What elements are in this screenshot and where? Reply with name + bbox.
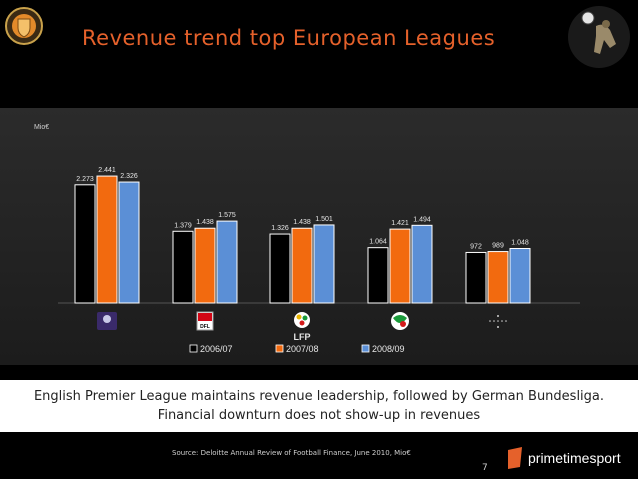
data-label-2006/07-4: 972 [470, 243, 482, 250]
bar-2007/08-3 [389, 228, 411, 304]
league-logo-bundesliga-text: DFL [200, 324, 210, 330]
league-logo-serie-a-red-icon [400, 321, 406, 327]
league-logo-ligue1-dot-icon [501, 320, 503, 322]
bar-2007/08-1 [194, 227, 216, 304]
data-label-2006/07-0: 2.273 [76, 176, 94, 183]
league-logo-ligue1-dot-icon [497, 320, 499, 322]
football-player-image-icon [568, 6, 630, 68]
legend-label-2006/07: 2006/07 [200, 344, 233, 354]
chart-panel: Mio€ 2.273 1.379 1.326 1.064 972 2.441 1.438 1.4… [0, 108, 638, 365]
data-label-2006/07-2: 1.326 [271, 225, 289, 232]
league-logo-ligue1-dot-icon [505, 320, 507, 322]
data-label-2007/08-2: 1.438 [293, 219, 311, 226]
data-label-2008/09-2: 1.501 [315, 216, 333, 223]
bar-2008/09-1 [216, 220, 238, 304]
data-label-2008/09-4: 1.048 [511, 240, 529, 247]
data-label-2008/09-3: 1.494 [413, 216, 431, 223]
bar-2007/08-2 [291, 227, 313, 304]
slide-header: Revenue trend top European Leagues [0, 0, 638, 108]
bar-2007/08-4 [487, 251, 509, 304]
brand-name: primetimesport [528, 450, 621, 466]
league-logo-serie-a-green-icon [393, 315, 407, 323]
data-label-2008/09-0: 2.326 [120, 173, 138, 180]
data-label-2007/08-3: 1.421 [391, 220, 409, 227]
data-label-2006/07-1: 1.379 [174, 222, 192, 229]
league-logo-bundesliga-red-icon [198, 313, 212, 321]
slide-title: Revenue trend top European Leagues [82, 26, 496, 50]
league-logo-lfp-yellow-icon [296, 314, 302, 320]
league-logo-lfp-green-icon [302, 315, 308, 321]
bar-2006/07-2 [269, 233, 291, 304]
legend-swatch-2008/09 [361, 344, 370, 353]
caption-box: English Premier League maintains revenue… [0, 380, 638, 432]
caption-line-2: Financial downturn does not show-up in r… [157, 408, 481, 423]
league-logo-lfp-ball-icon [294, 312, 310, 328]
league-logo-ligue1-dot-icon [489, 320, 491, 322]
bar-2008/09-3 [411, 224, 433, 304]
bar-2006/07-0 [74, 184, 96, 304]
legend-swatch-2007/08 [275, 344, 284, 353]
club-shield-logo-icon [5, 7, 43, 45]
y-axis-label: Mio€ [34, 124, 49, 131]
league-logo-lfp-text: LFP [294, 332, 311, 342]
legend-label-2008/09: 2008/09 [372, 344, 405, 354]
revenue-bar-chart: Mio€ 2.273 1.379 1.326 1.064 972 2.441 1.438 1.4… [34, 124, 580, 354]
data-label-2007/08-4: 989 [492, 243, 504, 250]
legend-label-2007/08: 2007/08 [286, 344, 319, 354]
page-number: 7 [482, 463, 488, 473]
source-note: Source: Deloitte Annual Review of Footba… [172, 449, 411, 457]
data-label-2007/08-0: 2.441 [98, 167, 116, 174]
bar-2006/07-1 [172, 230, 194, 304]
data-label-2006/07-3: 1.064 [369, 239, 387, 246]
legend-swatch-2006/07 [189, 344, 198, 353]
league-logo-ligue1-top-icon [497, 315, 499, 317]
data-label-2007/08-1: 1.438 [196, 219, 214, 226]
league-logo-ligue1-bottom-icon [497, 326, 499, 328]
league-logo-ligue1-dot-icon [493, 320, 495, 322]
bar-2007/08-0 [96, 175, 118, 304]
data-label-2008/09-1: 1.575 [218, 212, 236, 219]
caption-line-1: English Premier League maintains revenue… [33, 389, 605, 404]
brand-logo: primetimesport [508, 447, 621, 469]
bar-2006/07-4 [465, 251, 487, 304]
slide-footer: Source: Deloitte Annual Review of Footba… [0, 433, 638, 479]
bar-2006/07-3 [367, 247, 389, 304]
bar-2008/09-4 [509, 248, 531, 304]
league-logo-premier-league-lion-icon [103, 315, 111, 323]
league-logo-lfp-red-icon [299, 320, 305, 326]
bar-2008/09-2 [313, 224, 335, 304]
bar-2008/09-0 [118, 181, 140, 304]
